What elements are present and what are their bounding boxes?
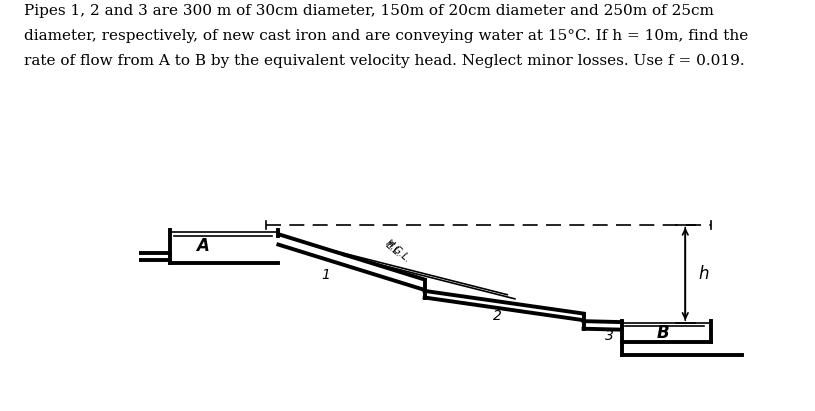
Text: Pipes 1, 2 and 3 are 300 m of 30cm diameter, 150m of 20cm diameter and 250m of 2: Pipes 1, 2 and 3 are 300 m of 30cm diame…	[24, 4, 749, 68]
Text: B: B	[657, 324, 669, 342]
Text: E.L.: E.L.	[383, 240, 403, 259]
Text: 3: 3	[605, 329, 614, 343]
Text: H.G.L.: H.G.L.	[383, 238, 412, 264]
Text: h: h	[698, 265, 708, 283]
Text: 1: 1	[322, 268, 331, 282]
Text: A: A	[196, 237, 209, 254]
Text: 2: 2	[493, 309, 502, 323]
